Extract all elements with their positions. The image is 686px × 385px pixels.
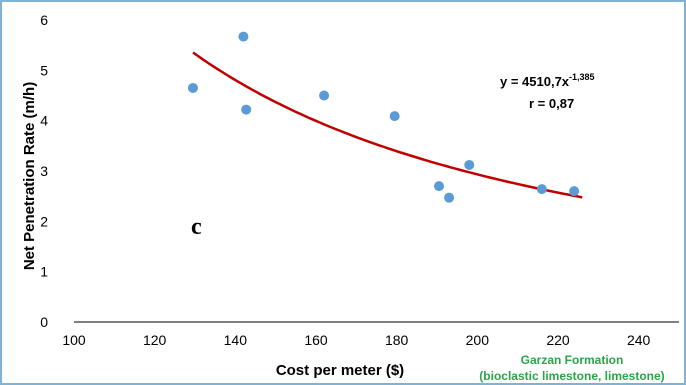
x-tick-label: 100 — [62, 332, 86, 348]
x-tick-label: 160 — [304, 332, 328, 348]
equation-prefix: y = 4510,7x — [500, 74, 570, 89]
y-tick-label: 4 — [40, 113, 48, 129]
power-trendline — [192, 51, 583, 199]
data-point — [389, 111, 400, 122]
data-point — [241, 104, 252, 115]
x-tick-label: 180 — [385, 332, 409, 348]
x-axis-title: Cost per meter ($) — [276, 362, 404, 379]
data-point — [536, 184, 547, 195]
data-point — [569, 186, 580, 197]
formation-lithology: (bioclastic limestone, limestone) — [479, 369, 664, 383]
formation-name: Garzan Formation — [521, 353, 624, 367]
data-point — [238, 31, 249, 42]
trend-equation: y = 4510,7x-1,385 — [500, 72, 595, 89]
x-tick-label: 240 — [627, 332, 651, 348]
y-tick-label: 5 — [40, 62, 48, 78]
y-axis-title: Net Penetration Rate (m/h) — [21, 82, 38, 270]
equation-exponent: -1,385 — [569, 72, 595, 82]
x-axis-ticks: 100 120 140 160 180 200 220 240 — [62, 332, 650, 348]
y-tick-label: 3 — [40, 163, 48, 179]
data-points — [187, 31, 580, 203]
correlation-label: r = 0,87 — [529, 96, 574, 111]
x-tick-label: 120 — [143, 332, 167, 348]
y-axis-ticks: 0 1 2 3 4 5 6 — [40, 12, 48, 330]
data-point — [434, 181, 445, 192]
data-point — [187, 82, 198, 93]
y-tick-label: 1 — [40, 264, 48, 280]
x-tick-label: 200 — [466, 332, 490, 348]
x-tick-label: 220 — [546, 332, 570, 348]
y-tick-label: 6 — [40, 12, 48, 28]
data-point — [319, 90, 330, 101]
panel-label: c — [191, 214, 202, 240]
data-point — [464, 159, 475, 170]
data-point — [444, 192, 455, 203]
x-tick-label: 140 — [224, 332, 248, 348]
y-tick-label: 2 — [40, 213, 48, 229]
y-tick-label: 0 — [40, 314, 48, 330]
